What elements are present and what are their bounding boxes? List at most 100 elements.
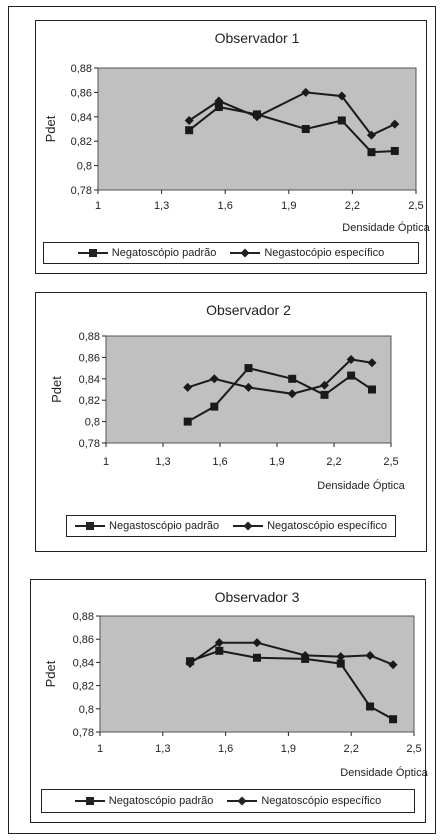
chart-title: Observador 1	[215, 30, 300, 46]
diamond-point	[244, 382, 253, 392]
y-tick-label: 0,88	[79, 331, 100, 343]
x-tick-label: 2,5	[383, 456, 398, 468]
legend-label: Negatoscópio específico	[267, 520, 387, 532]
diamond-marker-icon	[230, 248, 261, 258]
square-point	[244, 364, 253, 373]
y-axis-label: Pdet	[43, 115, 58, 142]
x-tick-label: 1,3	[155, 743, 170, 755]
x-tick-label: 1,9	[269, 456, 284, 468]
x-tick-label: 1,6	[218, 200, 233, 212]
legend-item-series-2: Negatoscópio específico	[227, 795, 381, 807]
square-point	[214, 103, 223, 112]
diamond-marker-icon	[233, 521, 264, 531]
diamond-point	[214, 96, 224, 106]
y-tick-label: 0,86	[79, 352, 100, 364]
y-tick-label: 0,84	[79, 374, 100, 386]
diamond-point	[287, 389, 297, 399]
legend-label: Negatoscópio padrão	[111, 247, 217, 259]
legend-item-series-2: Negastocópio específico	[230, 247, 384, 259]
square-point	[183, 417, 192, 426]
square-point	[320, 390, 329, 399]
x-tick-label: 1,9	[281, 200, 296, 212]
square-point	[210, 402, 219, 411]
diamond-point	[346, 355, 356, 365]
square-point	[215, 646, 224, 655]
chart-title: Observador 3	[215, 589, 300, 605]
square-point	[368, 385, 376, 394]
x-axis-label: Densidade Óptica	[317, 479, 405, 492]
square-point	[347, 371, 356, 380]
y-tick-label: 0,82	[71, 136, 92, 148]
x-tick-label: 1,3	[155, 456, 170, 468]
diamond-point	[301, 87, 311, 97]
diamond-point	[184, 115, 194, 125]
diamond-marker-icon	[227, 796, 258, 806]
x-tick-label: 1	[103, 456, 109, 468]
x-tick-label: 1,9	[281, 743, 296, 755]
plot-area	[97, 67, 417, 191]
square-point	[337, 116, 346, 125]
plot-area	[99, 615, 415, 733]
x-tick-label: 1,6	[212, 456, 227, 468]
square-marker-icon	[74, 796, 105, 806]
legend-item-series-1: Negastoscópio padrão	[75, 520, 219, 532]
y-tick-label: 0,86	[73, 634, 94, 646]
legend-label: Negastocópio específico	[264, 247, 385, 259]
y-tick-label: 0,88	[73, 611, 94, 623]
chart-svg-3: Observador 3 0,78 0,8 0,82 0,84 0,86 0,88 1 1,3 1…	[43, 589, 429, 779]
square-point	[301, 125, 310, 133]
square-point	[367, 148, 376, 157]
square-point	[336, 659, 345, 668]
chart-panel-observador-1: Observador 1 0,78 0,8 0,82 0,84 0,86 0,88 1 1,3 1…	[35, 20, 431, 274]
legend-3: Negatoscópio padrão Negatoscópio específ…	[41, 789, 415, 813]
chart-title: Observador 2	[206, 302, 291, 318]
x-tick-label: 2,5	[406, 743, 421, 755]
diamond-point	[252, 638, 262, 648]
legend-item-series-1: Negatoscópio padrão	[77, 247, 217, 259]
y-axis-label: Pdet	[49, 376, 64, 403]
diamond-point	[366, 130, 376, 140]
x-tick-label: 1	[95, 200, 101, 212]
legend-2: Negastoscópio padrão Negatoscópio especí…	[66, 515, 396, 537]
square-point	[390, 146, 399, 155]
diamond-point	[183, 382, 193, 392]
x-tick-label: 2,5	[408, 200, 423, 212]
figure-frame: Observador 1 0,78 0,8 0,82 0,84 0,86 0,88 1 1,3 1…	[8, 6, 436, 834]
x-tick-label: 1,3	[154, 200, 169, 212]
y-tick-label: 0,8	[77, 161, 92, 173]
y-tick-label: 0,8	[85, 417, 100, 429]
square-point	[366, 702, 375, 711]
diamond-point	[320, 380, 329, 390]
square-point	[288, 374, 297, 383]
y-axis-label: Pdet	[43, 660, 58, 687]
legend-label: Negatoscópio específico	[261, 795, 382, 807]
x-tick-label: 2,2	[344, 743, 359, 755]
x-axis-label: Densidade Óptica	[342, 221, 430, 234]
x-tick-label: 2,2	[345, 200, 360, 212]
x-axis-label: Densidade Óptica	[340, 766, 428, 779]
x-tick-label: 1,6	[218, 743, 233, 755]
diamond-point	[214, 638, 224, 648]
square-point	[185, 126, 194, 135]
diamond-point	[365, 650, 375, 660]
diamond-point	[185, 659, 195, 669]
diamond-point	[336, 652, 346, 662]
y-tick-label: 0,86	[71, 87, 92, 99]
legend-1: Negatoscópio padrão Negastocópio específ…	[43, 242, 419, 264]
square-marker-icon	[77, 248, 108, 258]
square-marker-icon	[75, 521, 106, 531]
y-tick-label: 0,84	[73, 657, 94, 669]
y-tick-label: 0,8	[79, 704, 94, 716]
diamond-point	[300, 650, 310, 660]
y-tick-label: 0,78	[71, 185, 92, 197]
chart-panel-observador-3: Observador 3 0,78 0,8 0,82 0,84 0,86 0,88 1 1,3 1…	[30, 579, 429, 823]
diamond-point	[367, 358, 377, 368]
square-point	[389, 715, 398, 724]
y-tick-label: 0,78	[79, 438, 100, 450]
legend-item-series-1: Negatoscópio padrão	[74, 795, 213, 807]
chart-svg-2: Observador 2 0,78 0,8 0,82 0,84 0,86 0,88 1 1,3 1…	[49, 302, 406, 492]
y-tick-label: 0,78	[73, 727, 94, 739]
legend-label: Negastoscópio padrão	[109, 520, 220, 532]
diamond-point	[337, 91, 347, 101]
diamond-point	[252, 112, 262, 122]
